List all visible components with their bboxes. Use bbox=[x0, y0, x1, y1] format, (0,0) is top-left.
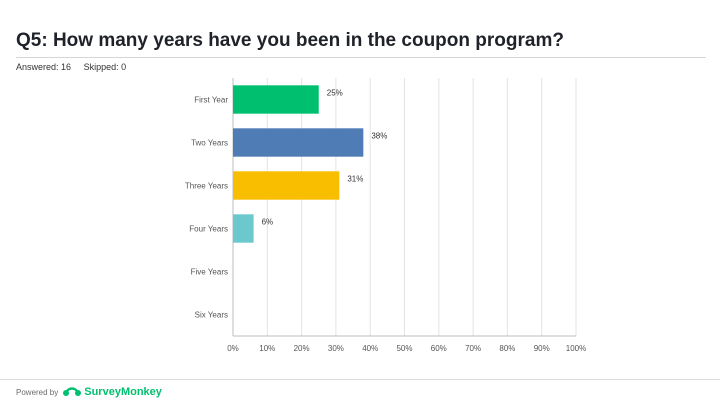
bar bbox=[233, 128, 364, 157]
answered-count: Answered: 16 bbox=[16, 62, 72, 72]
footer: Powered by SurveyMonkey bbox=[16, 386, 162, 398]
x-tick-label: 90% bbox=[534, 344, 550, 353]
category-label: Four Years bbox=[189, 225, 228, 234]
surveymonkey-logo-icon bbox=[63, 387, 82, 396]
surveymonkey-brand: SurveyMonkey bbox=[84, 386, 162, 398]
category-label: Six Years bbox=[195, 311, 228, 320]
footer-divider bbox=[0, 379, 720, 380]
bar bbox=[233, 85, 319, 114]
x-tick-label: 20% bbox=[294, 344, 310, 353]
x-tick-label: 100% bbox=[566, 344, 586, 353]
category-label: Five Years bbox=[191, 268, 228, 277]
powered-by-label: Powered by bbox=[16, 387, 59, 397]
x-tick-label: 70% bbox=[465, 344, 481, 353]
x-tick-label: 80% bbox=[499, 344, 515, 353]
x-tick-label: 0% bbox=[227, 344, 239, 353]
x-tick-label: 10% bbox=[259, 344, 275, 353]
question-title: Q5: How many years have you been in the … bbox=[16, 30, 564, 51]
x-tick-label: 30% bbox=[328, 344, 344, 353]
response-stats: Answered: 16 Skipped: 0 bbox=[16, 62, 136, 72]
bar bbox=[233, 171, 340, 200]
category-label: Three Years bbox=[185, 182, 228, 191]
bar bbox=[233, 214, 254, 243]
value-label: 25% bbox=[327, 89, 343, 98]
title-divider bbox=[16, 57, 706, 58]
value-label: 6% bbox=[262, 218, 274, 227]
value-label: 38% bbox=[371, 132, 387, 141]
category-label: First Year bbox=[194, 96, 228, 105]
x-tick-label: 60% bbox=[431, 344, 447, 353]
category-label: Two Years bbox=[191, 139, 228, 148]
value-label: 31% bbox=[347, 175, 363, 184]
x-tick-label: 50% bbox=[396, 344, 412, 353]
skipped-count: Skipped: 0 bbox=[83, 62, 127, 72]
x-tick-label: 40% bbox=[362, 344, 378, 353]
